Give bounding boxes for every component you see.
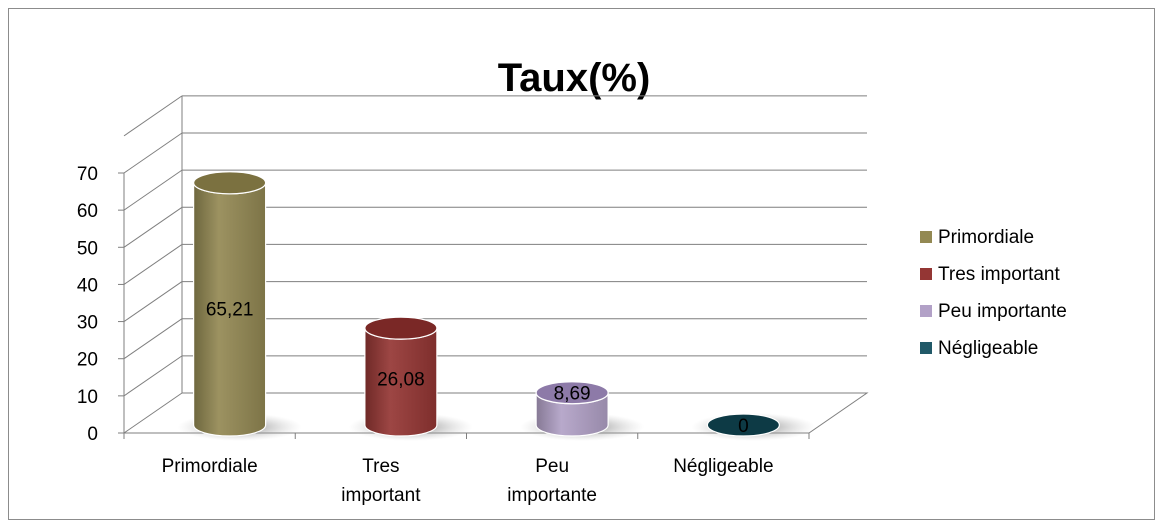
legend-entry: Tres important [920, 264, 1060, 285]
legend-entry: Primordiale [920, 227, 1034, 248]
y-tick-label: 20 [77, 350, 98, 371]
gridline-side [123, 318, 183, 360]
bar: 26,08 [348, 316, 473, 441]
x-tick-label: Primordiale [162, 456, 258, 477]
bar-top [364, 316, 438, 340]
legend-swatch [920, 268, 932, 280]
bar: 0 [691, 413, 816, 441]
data-label: 26,08 [377, 370, 425, 391]
y-axis: 0 10 20 30 40 50 60 70 [77, 164, 125, 445]
legend-swatch [920, 231, 932, 243]
y-tick-label: 70 [77, 164, 98, 185]
gridline-side [123, 95, 183, 137]
y-tick-label: 10 [77, 387, 98, 408]
x-tick-label: Peu [535, 456, 569, 477]
chart-frame: Taux(%) 0 10 20 30 40 50 60 70 Primordiale Tres i… [8, 8, 1155, 520]
gridline-side [123, 281, 183, 322]
bar-chart: Taux(%) 0 10 20 30 40 50 60 70 Primordiale Tres i… [77, 56, 1067, 506]
x-tick-label: Tres [362, 456, 399, 477]
data-label: 65,21 [206, 300, 254, 321]
y-tick-label: 30 [77, 313, 98, 334]
gridline-side [123, 355, 183, 397]
data-label: 0 [738, 416, 749, 437]
chart-title: Taux(%) [498, 56, 651, 100]
bar: 65,21 [177, 171, 302, 441]
x-axis: Primordiale Tres important Peu importante Nég… [123, 433, 810, 506]
legend-entry: Négligeable [920, 338, 1038, 359]
y-tick-label: 0 [87, 424, 98, 445]
y-tick-label: 40 [77, 275, 98, 296]
legend-swatch [920, 342, 932, 354]
gridline-side [123, 244, 183, 285]
x-tick-label: importante [507, 485, 597, 506]
chart-walls [123, 95, 869, 434]
legend-label: Primordiale [938, 227, 1034, 248]
data-label: 8,69 [554, 384, 591, 405]
legend-label: Peu importante [938, 301, 1067, 322]
floor-edge [123, 392, 183, 434]
gridline-side [123, 132, 183, 174]
bar-top [193, 171, 267, 195]
gridline-side [123, 169, 183, 211]
bars: 65,21 26,08 8,69 0 [177, 171, 816, 441]
y-tick-label: 50 [77, 238, 98, 259]
x-tick-label: important [341, 485, 421, 506]
x-tick-label: Négligeable [673, 456, 773, 477]
gridline-side [123, 206, 183, 248]
legend-entry: Peu importante [920, 301, 1067, 322]
legend: Primordiale Tres important Peu importante N… [920, 227, 1067, 359]
y-tick-label: 60 [77, 201, 98, 222]
legend-label: Tres important [938, 264, 1060, 285]
bar: 8,69 [520, 381, 645, 441]
bar-top [535, 381, 609, 405]
bar-top [706, 413, 780, 437]
legend-label: Négligeable [938, 338, 1038, 359]
legend-swatch [920, 305, 932, 317]
